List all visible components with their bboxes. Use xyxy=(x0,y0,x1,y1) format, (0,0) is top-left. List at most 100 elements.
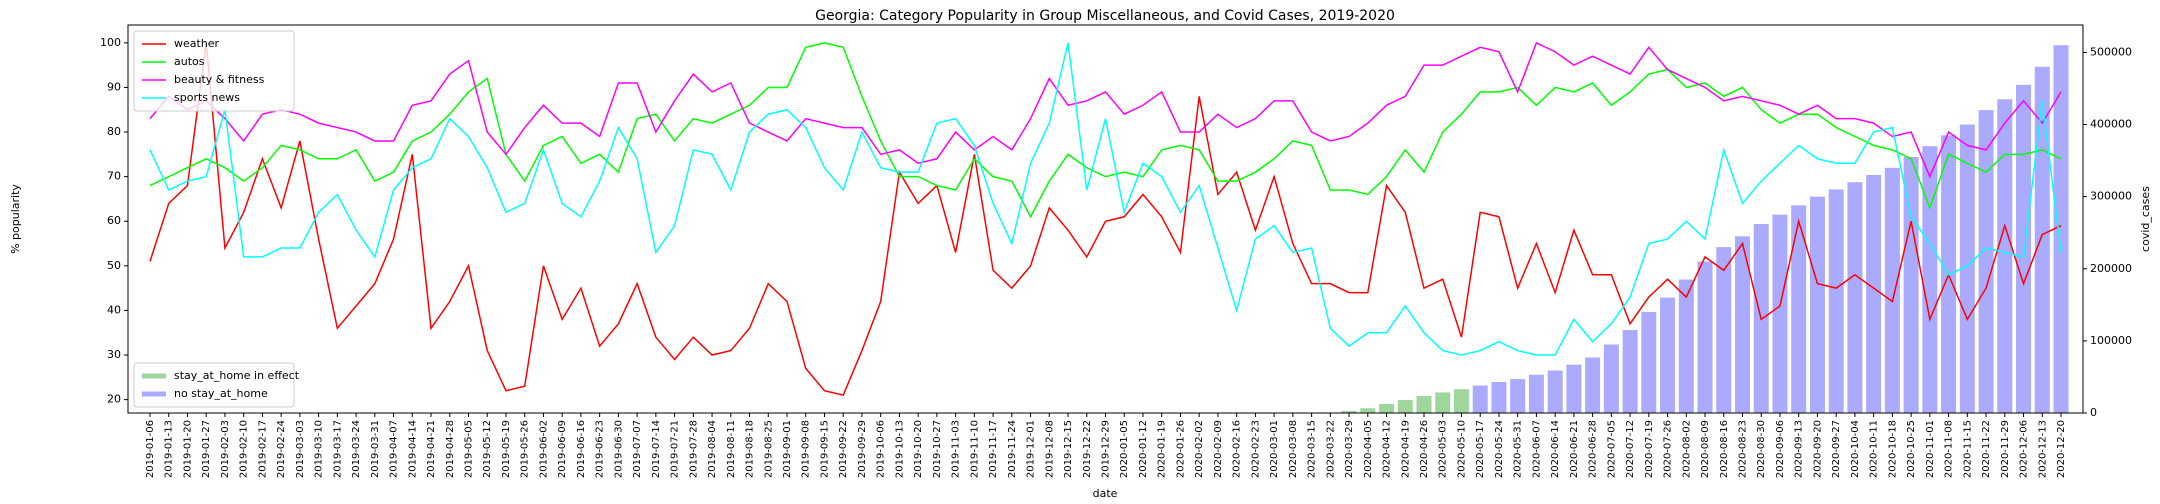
bar xyxy=(1678,279,1694,413)
y-tick-label: 40 xyxy=(107,303,121,316)
x-tick-label: 2020-10-18 xyxy=(1887,420,1898,478)
x-tick-label: 2019-12-22 xyxy=(1082,420,1093,478)
x-tick-label: 2020-02-02 xyxy=(1194,420,1205,478)
bar xyxy=(1772,214,1788,413)
legend-box xyxy=(133,362,295,408)
x-tick-label: 2020-08-23 xyxy=(1738,420,1749,478)
x-tick-label: 2019-10-13 xyxy=(894,420,905,478)
legend-label: beauty & fitness xyxy=(174,73,265,86)
x-tick-label: 2020-08-09 xyxy=(1700,420,1711,478)
bar xyxy=(2016,84,2032,413)
y-tick-label: 30 xyxy=(107,348,121,361)
x-tick-label: 2019-08-04 xyxy=(707,420,718,478)
x-tick-label: 2020-07-05 xyxy=(1606,420,1617,478)
bar xyxy=(1978,110,1994,413)
x-tick-label: 2019-02-24 xyxy=(276,420,287,478)
x-tick-label: 2020-12-20 xyxy=(2056,420,2067,478)
x-tick-label: 2019-07-14 xyxy=(651,420,662,478)
x-tick-label: 2019-09-15 xyxy=(819,420,830,478)
x-tick-label: 2020-04-05 xyxy=(1363,420,1374,478)
x-tick-label: 2019-11-10 xyxy=(969,420,980,478)
bar xyxy=(1809,196,1825,413)
x-tick-label: 2020-09-20 xyxy=(1812,420,1823,478)
x-tick-label: 2019-09-08 xyxy=(801,420,812,478)
x-tick-label: 2019-11-03 xyxy=(951,420,962,478)
y2-tick-label: 200000 xyxy=(2090,262,2132,275)
x-tick-label: 2020-09-27 xyxy=(1831,420,1842,478)
bar xyxy=(1922,146,1938,413)
bar xyxy=(1435,392,1451,413)
line-series xyxy=(149,42,2062,356)
x-tick-label: 2019-08-18 xyxy=(745,420,756,478)
x-tick-label: 2020-11-15 xyxy=(1962,420,1973,478)
bar xyxy=(1416,396,1432,413)
x-tick-label: 2020-07-26 xyxy=(1663,420,1674,478)
y-tick-label: 70 xyxy=(107,170,121,183)
x-tick-label: 2020-04-26 xyxy=(1419,420,1430,478)
x-tick-label: 2019-09-01 xyxy=(782,420,793,478)
bar xyxy=(1716,247,1732,413)
x-tick-label: 2019-06-09 xyxy=(557,420,568,478)
y-tick-label: 20 xyxy=(107,393,121,406)
x-tick-label: 2019-05-12 xyxy=(482,420,493,478)
x-tick-label: 2020-05-17 xyxy=(1475,420,1486,478)
bar xyxy=(1660,297,1676,413)
x-tick-label: 2020-01-05 xyxy=(1119,420,1130,478)
x-tick-label: 2020-09-13 xyxy=(1794,420,1805,478)
x-tick-label: 2019-02-10 xyxy=(239,420,250,478)
x-tick-label: 2020-05-10 xyxy=(1456,420,1467,478)
x-tick-label: 2020-09-06 xyxy=(1775,420,1786,478)
x-tick-label: 2019-05-05 xyxy=(464,420,475,478)
bar xyxy=(1585,357,1601,413)
bar xyxy=(1866,175,1882,413)
bar xyxy=(1641,312,1657,413)
x-tick-label: 2020-06-07 xyxy=(1531,420,1542,478)
x-tick-label: 2020-07-19 xyxy=(1644,420,1655,478)
plot-frame xyxy=(127,24,2084,414)
x-tick-label: 2020-03-15 xyxy=(1307,420,1318,478)
line-series xyxy=(149,42,2062,397)
x-tick-label: 2019-06-16 xyxy=(576,420,587,478)
x-tick-label: 2019-06-02 xyxy=(538,420,549,478)
bar xyxy=(1791,205,1807,413)
y2-tick-label: 0 xyxy=(2090,406,2097,419)
bar xyxy=(1510,379,1526,413)
bar xyxy=(1379,403,1395,413)
x-tick-label: 2020-05-24 xyxy=(1494,420,1505,478)
x-tick-label: 2019-03-31 xyxy=(370,420,381,478)
x-tick-label: 2020-04-12 xyxy=(1382,420,1393,478)
x-tick-label: 2019-08-25 xyxy=(763,420,774,478)
x-tick-label: 2020-10-11 xyxy=(1869,420,1880,478)
bar xyxy=(1997,99,2013,413)
x-tick-label: 2019-11-17 xyxy=(988,420,999,478)
x-tick-label: 2019-12-01 xyxy=(1026,420,1037,478)
bar xyxy=(1697,261,1713,413)
x-tick-label: 2019-07-21 xyxy=(670,420,681,478)
x-tick-label: 2020-02-16 xyxy=(1232,420,1243,478)
x-tick-label: 2020-06-28 xyxy=(1588,420,1599,478)
chart-title: Georgia: Category Popularity in Group Mi… xyxy=(815,8,1395,24)
bar xyxy=(1397,400,1413,413)
x-tick-label: 2020-05-31 xyxy=(1513,420,1524,478)
y2-tick-label: 500000 xyxy=(2090,45,2132,58)
y-tick-label: 60 xyxy=(107,214,121,227)
x-tick-label: 2020-11-29 xyxy=(2000,420,2011,478)
bar xyxy=(1603,344,1619,413)
x-tick-label: 2019-03-17 xyxy=(332,420,343,478)
legend-label: no stay_at_home xyxy=(174,387,268,400)
x-tick-label: 2019-01-27 xyxy=(201,420,212,478)
bar xyxy=(1528,374,1544,413)
bar xyxy=(2053,45,2069,414)
x-tick-label: 2020-10-25 xyxy=(1906,420,1917,478)
bar xyxy=(2034,66,2050,414)
x-tick-label: 2019-05-26 xyxy=(520,420,531,478)
bar xyxy=(1360,408,1376,413)
x-tick-label: 2019-03-24 xyxy=(351,420,362,478)
x-tick-label: 2019-01-06 xyxy=(145,420,156,478)
bar xyxy=(1622,330,1638,413)
x-tick-label: 2020-06-21 xyxy=(1569,420,1580,478)
y-tick-label: 90 xyxy=(107,80,121,93)
x-tick-label: 2019-08-11 xyxy=(726,420,737,478)
line-series xyxy=(149,42,2062,219)
bar xyxy=(1547,370,1563,413)
